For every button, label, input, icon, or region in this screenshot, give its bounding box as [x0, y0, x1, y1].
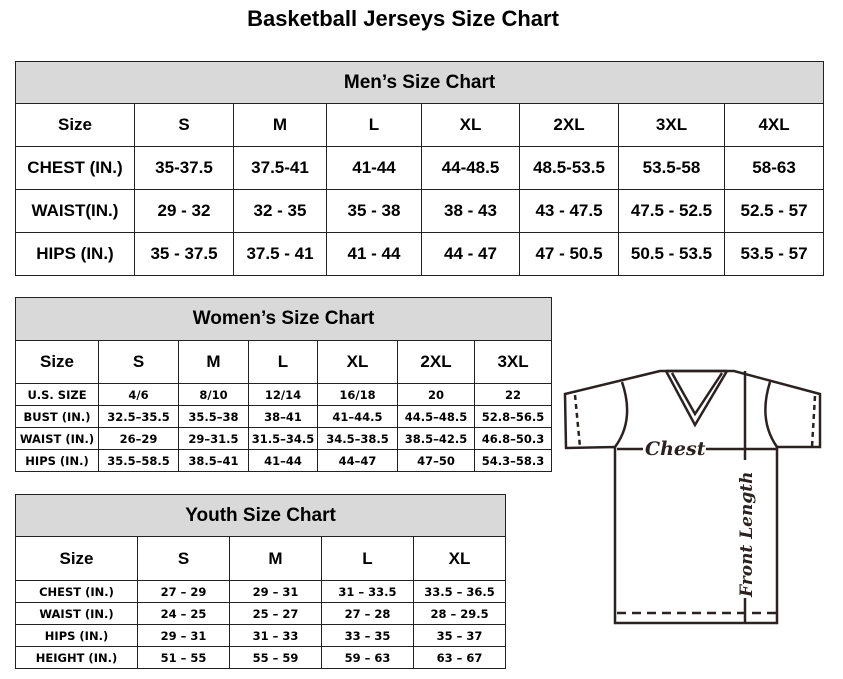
page-title: Basketball Jerseys Size Chart — [247, 6, 559, 31]
size-header-cell: Size — [15, 340, 99, 384]
measurement-cell: 33.5 – 36.5 — [412, 580, 507, 603]
collar — [664, 369, 729, 428]
armhole-left — [613, 381, 629, 448]
measurement-cell: 26–29 — [98, 427, 179, 450]
row-label: HEIGHT (IN.) — [15, 646, 138, 669]
size-header-cell: Size — [15, 536, 138, 581]
measurement-cell: 53.5 - 57 — [723, 232, 825, 276]
front-length-label: Front Length — [737, 472, 757, 598]
size-header-row: Size S M L XL 2XL 3XL — [15, 340, 553, 384]
size-header-cell: L — [248, 340, 318, 384]
measurement-cell: 52.8–56.5 — [473, 405, 553, 428]
size-header-cell: S — [134, 103, 234, 147]
measurement-cell: 51 – 55 — [137, 646, 230, 669]
measurement-cell: 24 – 25 — [137, 602, 230, 625]
size-header-row: Size S M L XL — [15, 536, 507, 581]
tshirt-outline — [563, 369, 822, 625]
measurement-cell: 38 - 43 — [421, 189, 520, 233]
row-label: BUST (IN.) — [15, 405, 99, 428]
measurement-cell: 31.5–34.5 — [248, 427, 318, 450]
table-row: CHEST (IN.) 35-37.5 37.5-41 41-44 44-48.5 48.… — [15, 146, 825, 190]
size-header-row: Size S M L XL 2XL 3XL 4XL — [15, 103, 825, 147]
measurement-cell: 47–50 — [397, 449, 475, 472]
table-row: WAIST (IN.) 24 – 25 25 – 27 27 – 28 28 – 29.… — [15, 602, 507, 625]
measurement-cell: 27 – 29 — [137, 580, 230, 603]
size-header-cell: XL — [412, 536, 507, 581]
measurement-cell: 25 – 27 — [229, 602, 322, 625]
table-row: HIPS (IN.) 35.5–58.5 38.5–41 41–44 44–47 47–5… — [15, 449, 553, 472]
table-row: WAIST (IN.) 26–29 29–31.5 31.5–34.5 34.5–38.… — [15, 427, 553, 450]
measurement-cell: 28 – 29.5 — [412, 602, 507, 625]
measurement-cell: 54.3–58.3 — [473, 449, 553, 472]
size-header-cell: 2XL — [519, 103, 619, 147]
chest-label: Chest — [645, 438, 706, 460]
womens-size-table: Women’s Size Chart Size S M L XL 2XL 3XL U.S. SI… — [14, 297, 553, 472]
measurement-cell: 38.5–42.5 — [397, 427, 475, 450]
row-label: WAIST(IN.) — [15, 189, 135, 233]
measurement-cell: 35 - 37.5 — [134, 232, 234, 276]
measurement-cell: 48.5-53.5 — [519, 146, 619, 190]
measurement-cell: 46.8–50.3 — [473, 427, 553, 450]
measurement-cell: 35.5–38 — [178, 405, 249, 428]
row-label: HIPS (IN.) — [15, 449, 99, 472]
measurement-cell: 55 – 59 — [229, 646, 322, 669]
measurement-cell: 41-44 — [326, 146, 422, 190]
sleeve-hem-right — [810, 395, 817, 448]
measurement-cell: 47 - 50.5 — [519, 232, 619, 276]
row-label: HIPS (IN.) — [15, 232, 135, 276]
measurement-cell: 52.5 - 57 — [723, 189, 825, 233]
measurement-cell: 58-63 — [723, 146, 825, 190]
measurement-cell: 31 – 33 — [229, 624, 322, 647]
size-header-cell: 2XL — [397, 340, 475, 384]
table-title: Youth Size Chart — [14, 494, 507, 537]
table-row: HIPS (IN.) 35 - 37.5 37.5 - 41 41 - 44 44 - … — [15, 232, 825, 276]
measurement-cell: 35 - 38 — [326, 189, 422, 233]
measurement-cell: 63 – 67 — [412, 646, 507, 669]
measurement-cell: 32 - 35 — [233, 189, 327, 233]
measurement-cell: 33 – 35 — [321, 624, 414, 647]
table-row: HEIGHT (IN.) 51 – 55 55 – 59 59 – 63 63 – 67 — [15, 646, 507, 669]
measurement-cell: 44-48.5 — [421, 146, 520, 190]
measurement-cell: 59 – 63 — [321, 646, 414, 669]
measurement-cell: 53.5-58 — [618, 146, 725, 190]
size-header-cell: XL — [421, 103, 520, 147]
measurement-cell: 29 – 31 — [137, 624, 230, 647]
measurement-cell: 34.5–38.5 — [317, 427, 398, 450]
row-label: CHEST (IN.) — [15, 146, 135, 190]
size-header-cell: M — [233, 103, 327, 147]
table-row: WAIST(IN.) 29 - 32 32 - 35 35 - 38 38 - 43 43… — [15, 189, 825, 233]
size-header-cell: M — [229, 536, 322, 581]
measurement-cell: 41 - 44 — [326, 232, 422, 276]
measurement-cell: 37.5 - 41 — [233, 232, 327, 276]
mens-size-table: Men’s Size Chart Size S M L XL 2XL 3XL 4XL CHEST … — [14, 61, 825, 276]
measurement-cell: 38–41 — [248, 405, 318, 428]
size-header-cell: L — [326, 103, 422, 147]
table-title: Men’s Size Chart — [14, 61, 825, 104]
size-header-cell: 3XL — [618, 103, 725, 147]
measurement-cell: 41–44 — [248, 449, 318, 472]
table-row: U.S. SIZE 4/6 8/10 12/14 16/18 20 22 — [15, 383, 553, 406]
sleeve-hem-left — [573, 394, 582, 448]
table-row: BUST (IN.) 32.5–35.5 35.5–38 38–41 41–44.5 44… — [15, 405, 553, 428]
size-header-cell: S — [137, 536, 230, 581]
measurement-cell: 43 - 47.5 — [519, 189, 619, 233]
armhole-right — [764, 381, 779, 448]
youth-size-table: Youth Size Chart Size S M L XL CHEST (IN.) 27 –… — [14, 494, 507, 669]
measurement-cell: 29–31.5 — [178, 427, 249, 450]
row-label: WAIST (IN.) — [15, 602, 138, 625]
measurement-cell: 44.5–48.5 — [397, 405, 475, 428]
measurement-cell: 38.5–41 — [178, 449, 249, 472]
table-row: CHEST (IN.) 27 – 29 29 – 31 31 – 33.5 33.5 –… — [15, 580, 507, 603]
size-header-cell: L — [321, 536, 414, 581]
